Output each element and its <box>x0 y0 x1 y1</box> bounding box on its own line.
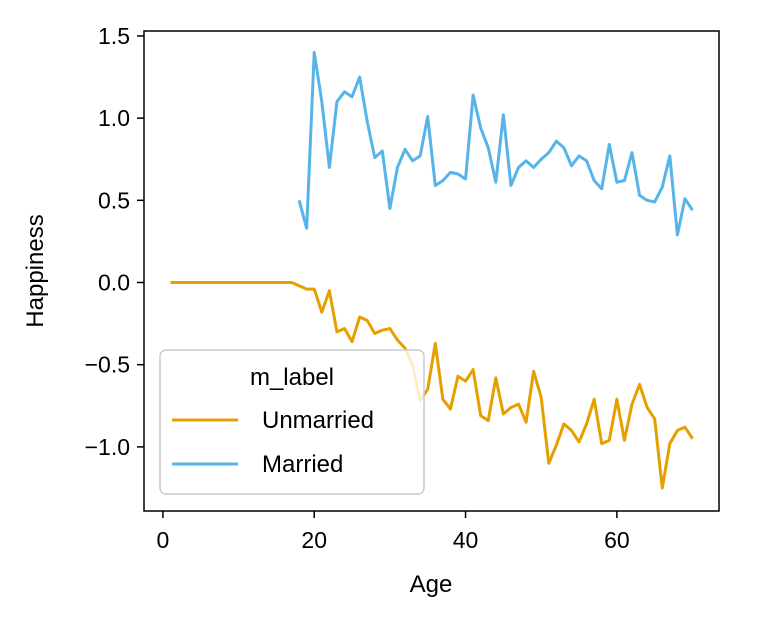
y-tick-label: −1.0 <box>85 434 130 460</box>
x-axis-title: Age <box>410 571 453 598</box>
y-tick-label: −0.5 <box>85 352 130 378</box>
y-axis: 1.5 1.0 0.5 0.0 −0.5 −1.0 <box>85 23 144 460</box>
x-axis: 0 20 40 60 <box>157 511 630 553</box>
y-tick-label: 0.5 <box>98 187 130 213</box>
y-tick-label: 1.0 <box>98 105 130 131</box>
legend-label-unmarried: Unmarried <box>262 407 374 434</box>
axes-frame <box>143 30 720 512</box>
series-lines <box>170 50 694 490</box>
x-tick-label: 40 <box>453 527 479 553</box>
legend-label-married: Married <box>262 451 343 478</box>
y-axis-title: Happiness <box>22 214 49 327</box>
x-tick-label: 60 <box>604 527 630 553</box>
plot-area <box>143 30 720 512</box>
series-line-married <box>297 50 694 237</box>
legend: m_label Unmarried Married <box>159 349 425 495</box>
x-tick-label: 20 <box>301 527 327 553</box>
series-line-unmarried <box>170 281 694 490</box>
legend-box <box>159 349 425 495</box>
y-tick-label: 1.5 <box>98 23 130 49</box>
y-tick-label: 0.0 <box>98 270 130 296</box>
x-tick-label: 0 <box>157 527 170 553</box>
legend-title: m_label <box>250 364 334 391</box>
